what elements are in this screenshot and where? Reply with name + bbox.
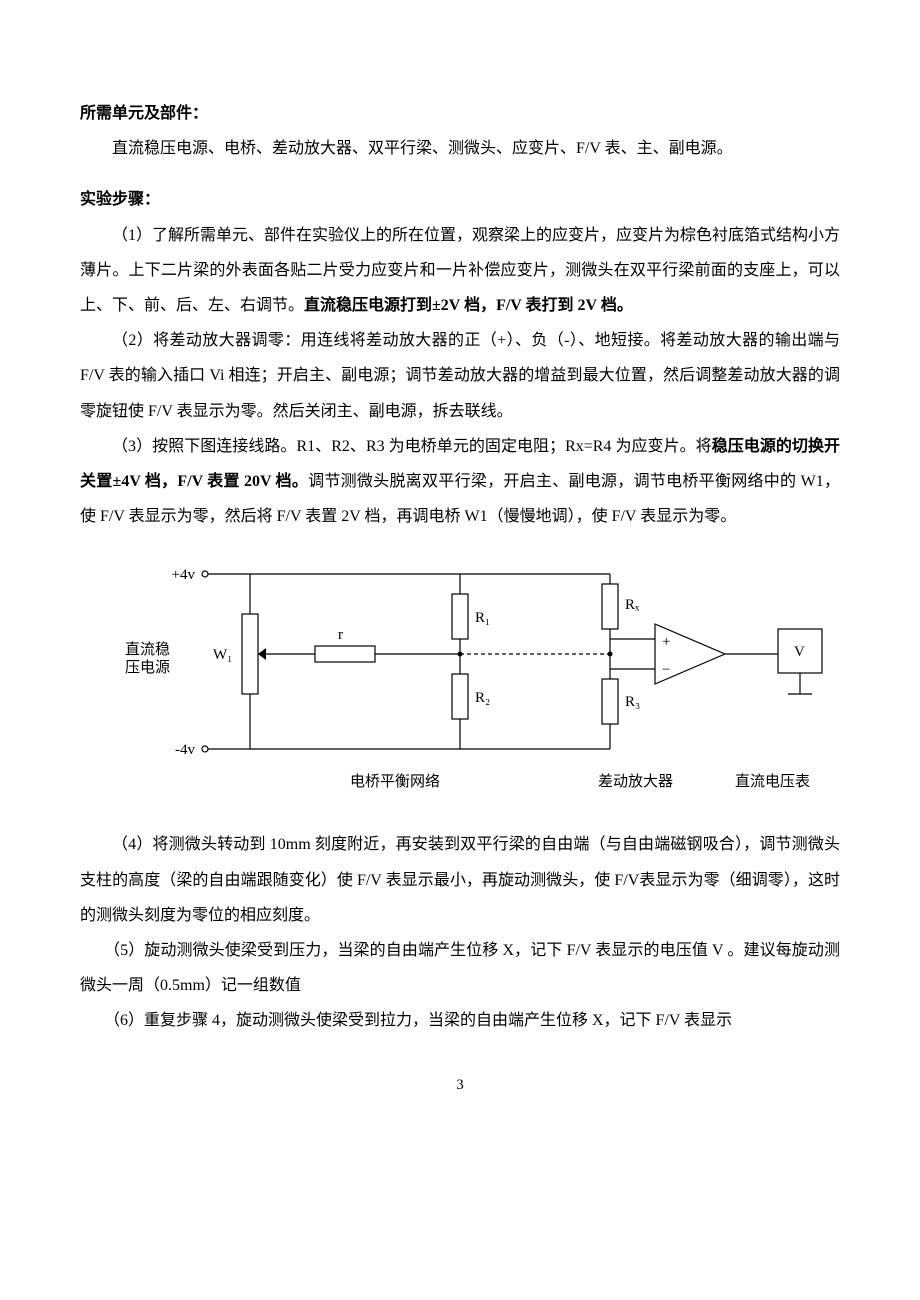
step3-text1: （3）按照下图连接线路。R1、R2、R3 为电桥单元的固定电阻；Rx=R4 为应… [112,438,712,455]
page-number: 3 [80,1069,840,1102]
step6: （6）重复步骤 4，旋动测微头使梁受到拉力，当梁的自由端产生位移 X，记下 F/… [80,1003,840,1038]
section-header-units: 所需单元及部件： [80,96,840,131]
label-dcpower1: 直流稳 [125,641,170,658]
label-minus: − [662,662,670,678]
section-header-steps: 实验步骤： [80,182,840,217]
label-w1: W₁ [213,647,232,663]
label-dcpower2: 压电源 [125,659,170,676]
label-rx: Rₓ [625,597,640,613]
step1-bold: 直流稳压电源打到±2V 档，F/V 表打到 2V 档。 [304,297,633,314]
label-r1: R₁ [475,610,490,626]
label-r3: R₃ [625,694,640,710]
step2: （2）将差动放大器调零：用连线将差动放大器的正（+）、负（-）、地短接。将差动放… [80,323,840,429]
label-voltmeter: 直流电压表 [735,773,810,790]
step1: （1）了解所需单元、部件在实验仪上的所在位置，观察梁上的应变片，应变片为棕色衬底… [80,218,840,324]
units-content: 直流稳压电源、电桥、差动放大器、双平行梁、测微头、应变片、F/V 表、主、副电源… [80,131,840,166]
label-r: r [338,627,343,643]
step5: （5）旋动测微头使梁受到压力，当梁的自由端产生位移 X，记下 F/V 表显示的电… [80,933,840,1003]
label-amp: 差动放大器 [598,773,673,790]
label-r2: R₂ [475,690,490,706]
label-plus4v: +4v [172,567,196,583]
step3: （3）按照下图连接线路。R1、R2、R3 为电桥单元的固定电阻；Rx=R4 为应… [80,429,840,535]
label-bridge: 电桥平衡网络 [350,773,440,790]
step4: （4）将测微头转动到 10mm 刻度附近，再安装到双平行梁的自由端（与自由端磁钢… [80,827,840,933]
circuit-svg: +4v -4v 直流稳 压电源 W₁ r R₁ R₂ [120,554,840,804]
label-v: V [794,644,805,660]
label-minus4v: -4v [175,742,195,758]
label-plus: + [662,634,670,650]
circuit-diagram: +4v -4v 直流稳 压电源 W₁ r R₁ R₂ [120,554,840,817]
